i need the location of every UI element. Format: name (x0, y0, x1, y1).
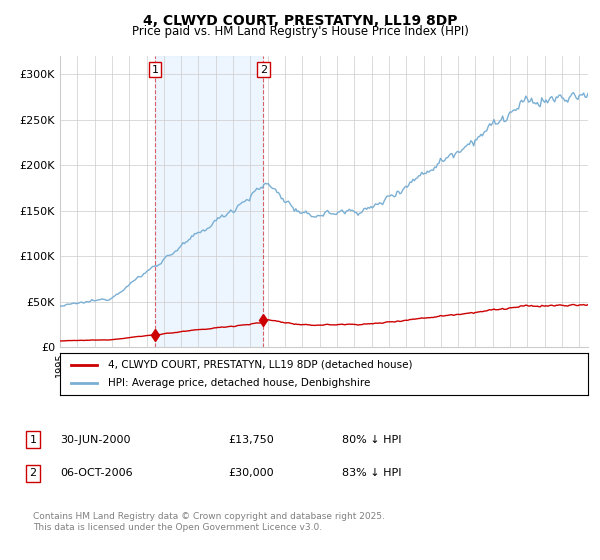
Text: 4, CLWYD COURT, PRESTATYN, LL19 8DP (detached house): 4, CLWYD COURT, PRESTATYN, LL19 8DP (det… (107, 360, 412, 370)
Text: £13,750: £13,750 (228, 435, 274, 445)
Text: Price paid vs. HM Land Registry's House Price Index (HPI): Price paid vs. HM Land Registry's House … (131, 25, 469, 38)
Text: 2: 2 (29, 468, 37, 478)
Text: Contains HM Land Registry data © Crown copyright and database right 2025.
This d: Contains HM Land Registry data © Crown c… (33, 512, 385, 532)
Text: 4, CLWYD COURT, PRESTATYN, LL19 8DP: 4, CLWYD COURT, PRESTATYN, LL19 8DP (143, 14, 457, 28)
Text: 80% ↓ HPI: 80% ↓ HPI (342, 435, 401, 445)
Text: 1: 1 (152, 64, 159, 74)
Text: 83% ↓ HPI: 83% ↓ HPI (342, 468, 401, 478)
Text: £30,000: £30,000 (228, 468, 274, 478)
Text: 2: 2 (260, 64, 267, 74)
Text: 30-JUN-2000: 30-JUN-2000 (60, 435, 131, 445)
Text: HPI: Average price, detached house, Denbighshire: HPI: Average price, detached house, Denb… (107, 378, 370, 388)
Bar (155, 56, 263, 347)
Text: 1: 1 (29, 435, 37, 445)
Text: 06-OCT-2006: 06-OCT-2006 (60, 468, 133, 478)
